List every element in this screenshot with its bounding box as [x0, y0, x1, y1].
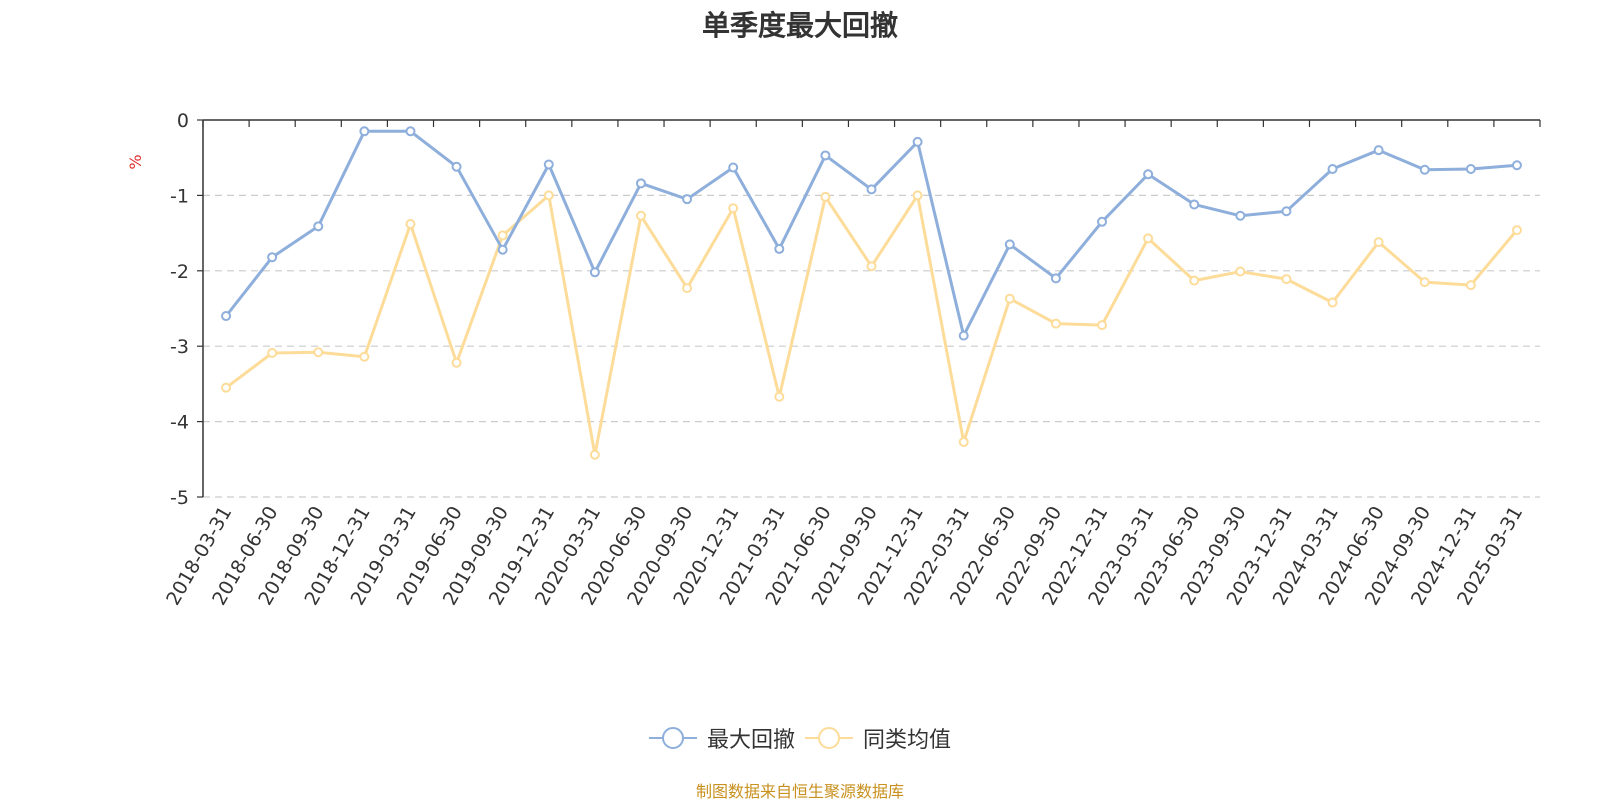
- data-point-series-1[interactable]: [359, 126, 370, 137]
- data-point-series-1[interactable]: [1050, 273, 1061, 284]
- data-point-series-2[interactable]: [1465, 280, 1476, 291]
- data-point-series-2[interactable]: [1143, 233, 1154, 244]
- data-point-series-2[interactable]: [359, 351, 370, 362]
- data-point-series-2[interactable]: [728, 203, 739, 214]
- data-point-series-2[interactable]: [1327, 297, 1338, 308]
- data-point-series-1[interactable]: [682, 194, 693, 205]
- data-point-series-2[interactable]: [267, 347, 278, 358]
- data-point-series-1[interactable]: [405, 126, 416, 137]
- data-point-series-2[interactable]: [820, 191, 831, 202]
- data-point-series-2[interactable]: [1419, 277, 1430, 288]
- data-point-series-2[interactable]: [1373, 237, 1384, 248]
- data-point-series-1[interactable]: [1281, 206, 1292, 217]
- data-point-series-1[interactable]: [267, 252, 278, 263]
- y-tick-label: -3: [170, 336, 189, 358]
- data-point-series-1[interactable]: [912, 136, 923, 147]
- y-tick-label: 0: [177, 110, 189, 132]
- series-line-2: [225, 193, 1519, 457]
- legend-item-series-1[interactable]: 最大回撤: [648, 722, 795, 754]
- data-point-series-2[interactable]: [1281, 274, 1292, 285]
- source-note: 制图数据来自恒生聚源数据库: [695, 782, 904, 801]
- data-point-series-2[interactable]: [497, 230, 508, 241]
- data-point-series-1[interactable]: [1097, 216, 1108, 227]
- data-point-series-2[interactable]: [1004, 293, 1015, 304]
- data-point-series-2[interactable]: [1189, 275, 1200, 286]
- legend-label-series-2: 同类均值: [863, 728, 952, 753]
- data-point-series-1[interactable]: [543, 159, 554, 170]
- data-point-series-2[interactable]: [866, 261, 877, 272]
- series-line-1: [224, 129, 1518, 338]
- data-point-series-2[interactable]: [635, 210, 646, 221]
- data-point-series-1[interactable]: [774, 243, 785, 254]
- data-point-series-2[interactable]: [682, 283, 693, 294]
- data-point-series-2[interactable]: [958, 436, 969, 447]
- data-point-series-1[interactable]: [1465, 164, 1476, 175]
- axis-layer: 0-1-2-3-4-52018-03-312018-06-302018-09-3…: [162, 110, 1541, 609]
- data-point-series-2[interactable]: [1511, 225, 1522, 236]
- y-tick-label: -4: [170, 412, 189, 434]
- data-point-series-2[interactable]: [1097, 320, 1108, 331]
- data-point-series-1[interactable]: [866, 184, 877, 195]
- legend-item-series-2[interactable]: 同类均值: [805, 722, 951, 754]
- data-point-series-2[interactable]: [313, 347, 324, 358]
- data-point-series-1[interactable]: [1004, 239, 1015, 250]
- data-point-series-1[interactable]: [820, 150, 831, 161]
- data-point-series-2[interactable]: [543, 190, 554, 201]
- y-tick-label: -5: [170, 487, 189, 509]
- y-tick-label: -2: [170, 261, 189, 283]
- data-point-series-1[interactable]: [1143, 169, 1154, 180]
- legend-label-series-1: 最大回撤: [706, 728, 795, 753]
- data-point-series-2[interactable]: [221, 382, 232, 393]
- legend: 最大回撤 同类均值: [0, 722, 1600, 754]
- data-point-series-1[interactable]: [1373, 145, 1384, 156]
- y-axis-unit: %: [126, 154, 145, 169]
- data-point-series-1[interactable]: [1419, 164, 1430, 175]
- data-point-series-2[interactable]: [774, 391, 785, 402]
- data-point-series-1[interactable]: [958, 330, 969, 341]
- data-point-series-1[interactable]: [1327, 164, 1338, 175]
- data-point-series-1[interactable]: [451, 161, 462, 172]
- data-point-series-1[interactable]: [221, 311, 232, 322]
- legend-swatch-series-2: [805, 727, 853, 749]
- data-point-series-1[interactable]: [497, 244, 508, 255]
- chart-title: 单季度最大回撤: [701, 9, 898, 42]
- data-point-series-1[interactable]: [1235, 210, 1246, 221]
- series-layer: [221, 126, 1522, 460]
- data-point-series-1[interactable]: [1511, 160, 1522, 171]
- data-point-series-1[interactable]: [635, 178, 646, 189]
- data-point-series-2[interactable]: [1235, 266, 1246, 277]
- y-tick-label: -1: [170, 185, 189, 207]
- data-point-series-2[interactable]: [1050, 318, 1061, 329]
- data-point-series-1[interactable]: [728, 162, 739, 173]
- data-point-series-2[interactable]: [405, 219, 416, 230]
- legend-swatch-series-1: [648, 727, 697, 749]
- line-chart: 0-1-2-3-4-52018-03-312018-06-302018-09-3…: [126, 110, 1541, 609]
- data-point-series-1[interactable]: [1189, 199, 1200, 210]
- data-point-series-2[interactable]: [589, 449, 600, 460]
- data-point-series-2[interactable]: [912, 190, 923, 201]
- data-point-series-1[interactable]: [589, 267, 600, 278]
- data-point-series-1[interactable]: [313, 221, 324, 232]
- data-point-series-2[interactable]: [451, 357, 462, 368]
